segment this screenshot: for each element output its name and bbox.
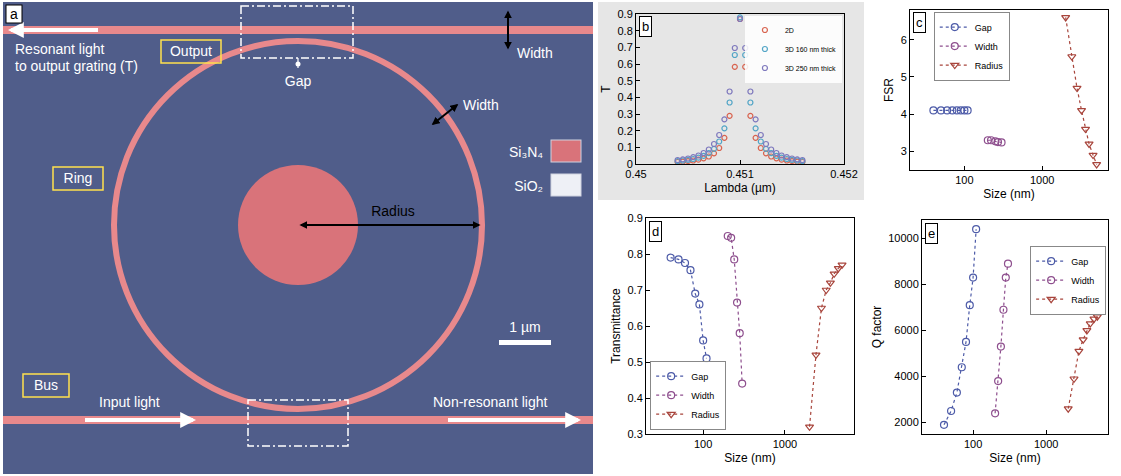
- svg-text:Q factor: Q factor: [870, 306, 884, 349]
- svg-text:Width: Width: [1071, 276, 1094, 286]
- svg-text:6: 6: [901, 34, 907, 46]
- svg-text:1000: 1000: [1034, 438, 1058, 450]
- svg-text:0.9: 0.9: [628, 212, 643, 224]
- svg-text:c: c: [916, 15, 923, 30]
- svg-text:Radius: Radius: [975, 61, 1004, 71]
- svg-text:0: 0: [627, 158, 633, 170]
- svg-text:3D 160 nm thick: 3D 160 nm thick: [785, 46, 836, 53]
- svg-text:Size (nm): Size (nm): [983, 187, 1034, 201]
- svg-text:100: 100: [964, 438, 982, 450]
- svg-text:3: 3: [901, 145, 907, 157]
- svg-text:1000: 1000: [1030, 174, 1054, 186]
- svg-text:1 µm: 1 µm: [509, 319, 540, 335]
- svg-text:Gap: Gap: [975, 23, 992, 33]
- svg-text:FSR: FSR: [882, 78, 896, 102]
- svg-text:T: T: [599, 85, 613, 93]
- svg-text:10000: 10000: [888, 232, 919, 244]
- svg-text:0.452: 0.452: [830, 168, 858, 180]
- svg-text:Radius: Radius: [1071, 295, 1100, 305]
- svg-text:Input light: Input light: [99, 394, 160, 410]
- svg-text:6000: 6000: [894, 324, 918, 336]
- svg-text:Non-resonant light: Non-resonant light: [433, 394, 548, 410]
- svg-text:0.5: 0.5: [628, 356, 643, 368]
- svg-text:Width: Width: [975, 42, 998, 52]
- svg-text:1000: 1000: [773, 438, 797, 450]
- svg-text:0.45: 0.45: [625, 168, 646, 180]
- svg-text:b: b: [642, 19, 649, 34]
- svg-text:e: e: [928, 226, 935, 241]
- svg-text:Width: Width: [463, 97, 499, 113]
- svg-text:Gap: Gap: [691, 372, 708, 382]
- svg-text:0.9: 0.9: [618, 8, 633, 20]
- svg-text:0.7: 0.7: [628, 284, 643, 296]
- svg-text:0.3: 0.3: [628, 428, 643, 440]
- svg-text:Width: Width: [517, 45, 553, 61]
- svg-text:0.3: 0.3: [618, 108, 633, 120]
- svg-text:Width: Width: [691, 391, 714, 401]
- svg-text:Radius: Radius: [691, 410, 720, 420]
- svg-text:Output: Output: [170, 43, 212, 59]
- svg-text:0.5: 0.5: [618, 75, 633, 87]
- svg-text:0.6: 0.6: [628, 320, 643, 332]
- svg-text:Radius: Radius: [371, 203, 415, 219]
- svg-text:3D 250 nm thick: 3D 250 nm thick: [785, 65, 836, 72]
- svg-text:Transmittance: Transmittance: [609, 288, 623, 364]
- svg-text:Ring: Ring: [64, 170, 93, 186]
- svg-text:0.8: 0.8: [628, 248, 643, 260]
- svg-text:SiO₂: SiO₂: [514, 178, 543, 194]
- svg-text:4000: 4000: [894, 370, 918, 382]
- svg-text:0.6: 0.6: [618, 58, 633, 70]
- svg-text:Lambda (µm): Lambda (µm): [704, 181, 776, 195]
- svg-text:5: 5: [901, 71, 907, 83]
- svg-text:4: 4: [901, 108, 907, 120]
- svg-text:100: 100: [694, 438, 712, 450]
- svg-text:100: 100: [955, 174, 973, 186]
- svg-text:0.7: 0.7: [618, 41, 633, 53]
- svg-text:Gap: Gap: [285, 73, 312, 89]
- svg-text:Size (nm): Size (nm): [724, 451, 775, 465]
- svg-text:Resonant light: Resonant light: [15, 41, 105, 57]
- svg-text:Bus: Bus: [34, 377, 58, 393]
- svg-text:8000: 8000: [894, 278, 918, 290]
- svg-text:0.2: 0.2: [618, 125, 633, 137]
- svg-text:to output grating (T): to output grating (T): [15, 58, 138, 74]
- svg-text:a: a: [10, 6, 18, 22]
- svg-text:d: d: [652, 224, 659, 239]
- svg-text:0.451: 0.451: [726, 168, 754, 180]
- svg-text:0.8: 0.8: [618, 25, 633, 37]
- svg-text:Si₃N₄: Si₃N₄: [509, 144, 543, 160]
- svg-text:2000: 2000: [894, 416, 918, 428]
- svg-text:Size (nm): Size (nm): [989, 451, 1040, 465]
- svg-text:0.1: 0.1: [618, 141, 633, 153]
- svg-text:Gap: Gap: [1071, 257, 1088, 267]
- svg-text:2D: 2D: [785, 27, 794, 34]
- svg-text:0.4: 0.4: [628, 392, 643, 404]
- svg-text:0.4: 0.4: [618, 91, 633, 103]
